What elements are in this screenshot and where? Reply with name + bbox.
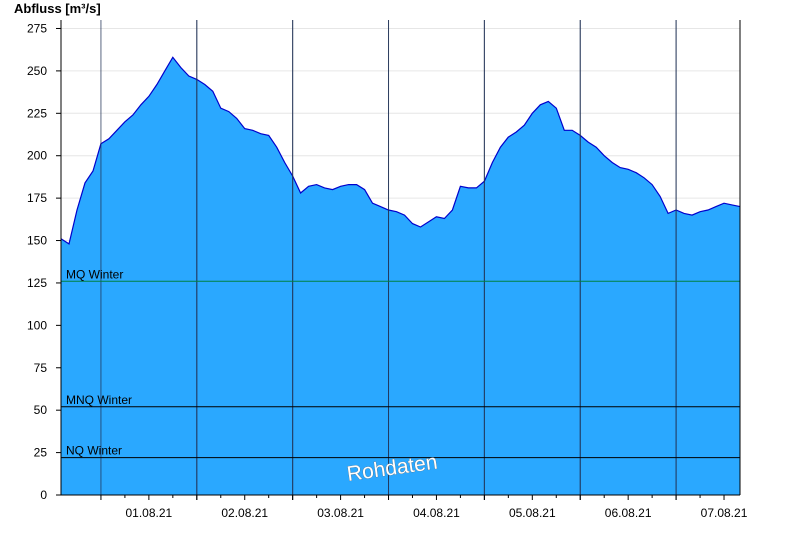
discharge-line	[60, 56, 741, 245]
y-axis-label: Abfluss [m³/s]	[14, 1, 101, 16]
y-tick-label: 25	[34, 446, 48, 460]
x-tick-label: 03.08.21	[317, 506, 364, 520]
x-tick-label: 02.08.21	[221, 506, 268, 520]
x-tick-label: 06.08.21	[605, 506, 652, 520]
y-tick-label: 0	[40, 488, 47, 502]
y-tick-label: 200	[27, 149, 47, 163]
y-tick-label: 50	[34, 403, 48, 417]
y-tick-label: 100	[27, 318, 47, 332]
reference-line-label: MQ Winter	[66, 267, 123, 281]
y-tick-label: 150	[27, 234, 47, 248]
day-separators	[100, 20, 677, 495]
x-axis-ticks: 01.08.21 02.08.21 03.08.21 04.08.21 05.08.21…	[100, 495, 748, 520]
x-tick-label: 01.08.21	[126, 506, 173, 520]
x-tick-label: 04.08.21	[413, 506, 460, 520]
y-tick-label: 75	[34, 361, 48, 375]
y-tick-label: 250	[27, 64, 47, 78]
reference-line-label: NQ Winter	[66, 444, 122, 458]
discharge-area	[61, 57, 740, 496]
reference-line-label: MNQ Winter	[66, 393, 132, 407]
x-tick-label: 07.08.21	[701, 506, 748, 520]
y-tick-label: 275	[27, 21, 47, 35]
axes	[60, 20, 741, 496]
y-tick-label: 125	[27, 276, 47, 290]
x-tick-label: 05.08.21	[509, 506, 556, 520]
y-tick-label: 225	[27, 106, 47, 120]
y-tick-label: 175	[27, 191, 47, 205]
reference-lines: MQ Winter MNQ Winter NQ Winter	[61, 267, 740, 459]
y-axis-ticks: 0 25 50 75 100 125 150 175 200 225 250 275	[27, 21, 61, 502]
